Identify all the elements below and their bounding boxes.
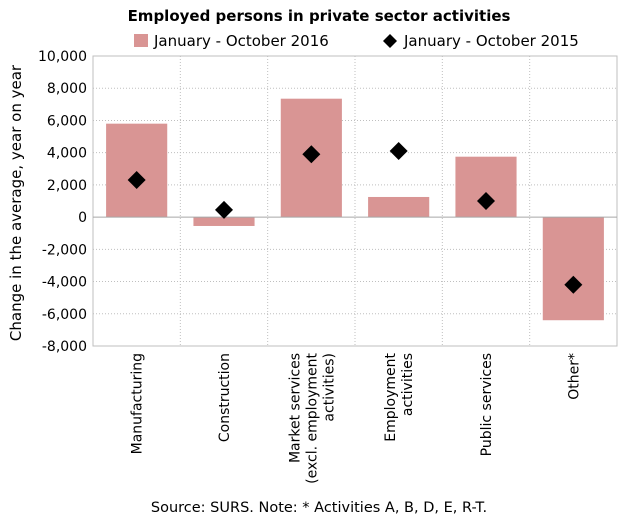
category-label-5-line-0: Other* [566,353,582,400]
category-label-3-line-0: Employment [383,353,399,442]
marker-3 [389,142,408,161]
source-note: Source: SURS. Note: * Activities A, B, D… [151,500,487,516]
y-tick-label-3: 4,000 [47,146,87,162]
category-label-2-line-2: activities) [321,353,337,422]
category-label-4-line-0: Public services [479,353,495,456]
marker-0 [127,171,146,190]
category-label-0-line-0: Manufacturing [130,353,146,454]
legend-label-2016: January - October 2016 [153,32,329,50]
category-labels: Manufacturing Construction Market services… [130,353,583,484]
y-tick-labels: 10,000 8,000 6,000 4,000 2,000 0 -2,000 -4,000 -… [38,49,87,355]
legend: January - October 2016 January - October… [134,32,579,50]
chart-title: Employed persons in private sector activ… [128,7,511,25]
y-tick-label-7: -4,000 [42,275,87,291]
y-axis-title: Change in the average, year on year [7,64,25,341]
axes [92,55,618,347]
category-label-2-line-0: Market services [287,353,303,463]
marker-1 [215,200,233,219]
category-label-2-line-1: (excl. employment [304,353,320,484]
y-tick-label-4: 2,000 [47,178,87,194]
y-tick-label-2: 6,000 [47,113,87,129]
category-label-1-line-0: Construction [217,353,233,442]
bar-0 [106,123,168,218]
legend-label-2015: January - October 2015 [403,32,579,50]
marker-5 [564,275,583,294]
bar-3 [368,196,430,218]
bar-5 [542,217,604,321]
y-tick-label-5: 0 [78,210,87,226]
y-tick-label-9: -8,000 [42,339,87,355]
plot-border [92,55,618,347]
legend-swatch-2016 [134,34,148,47]
gridlines [93,55,617,347]
y-tick-label-6: -2,000 [42,242,87,258]
markers [127,142,583,294]
marker-4 [477,192,495,210]
y-tick-label-8: -6,000 [42,307,87,323]
bars [106,98,604,321]
legend-swatch-2015 [383,34,397,48]
category-label-3-line-1: activities [400,353,416,416]
bar-1 [193,217,255,226]
marker-2 [302,145,321,164]
y-tick-label-0: 10,000 [38,49,87,65]
y-tick-label-1: 8,000 [47,81,87,97]
